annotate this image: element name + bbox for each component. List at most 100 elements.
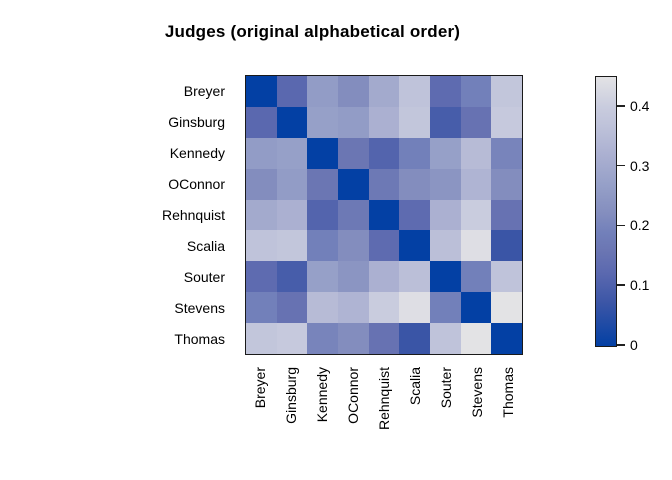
row-label: Scalia	[186, 238, 225, 255]
row-label: Souter	[183, 269, 225, 286]
heatmap-cell	[307, 199, 338, 231]
heatmap-cell	[307, 292, 338, 324]
row-label: OConnor	[168, 175, 225, 192]
colorbar-tick-label: 0.1	[630, 277, 650, 294]
heatmap-cell	[399, 261, 430, 293]
row-label: Thomas	[174, 331, 225, 348]
heatmap-cell	[399, 106, 430, 138]
heatmap-cell	[337, 323, 369, 354]
heatmap-cell	[460, 137, 492, 169]
heatmap-cell	[368, 261, 400, 293]
chart-title: Judges (original alphabetical order)	[164, 22, 461, 41]
heatmap-cell	[368, 168, 400, 200]
colorbar-tick-label: 0.2	[630, 217, 650, 234]
heatmap-cell	[399, 323, 430, 354]
heatmap-cell	[246, 199, 277, 231]
heatmap-cell	[307, 76, 338, 107]
column-label: Thomas	[499, 367, 516, 418]
heatmap-cell	[337, 261, 369, 293]
heatmap-cell	[429, 292, 461, 324]
heatmap-cell	[337, 199, 369, 231]
heatmap-cell	[399, 230, 430, 262]
heatmap-cell	[460, 261, 492, 293]
colorbar-tick-label: 0.4	[630, 97, 650, 114]
heatmap-cell	[246, 106, 277, 138]
heatmap-cell	[429, 137, 461, 169]
heatmap-cell	[429, 168, 461, 200]
heatmap-cell	[460, 106, 492, 138]
heatmap-cell	[276, 76, 308, 107]
heatmap-cell	[276, 199, 308, 231]
heatmap-cell	[368, 230, 400, 262]
heatmap-cell	[429, 230, 461, 262]
heatmap-cell	[491, 137, 522, 169]
heatmap-cell	[368, 137, 400, 169]
heatmap-cell	[337, 106, 369, 138]
heatmap-cell	[429, 76, 461, 107]
heatmap-cell	[491, 168, 522, 200]
heatmap-cell	[276, 292, 308, 324]
heatmap-cell	[246, 168, 277, 200]
heatmap-cell	[307, 106, 338, 138]
heatmap-cell	[276, 137, 308, 169]
colorbar-tick	[617, 105, 625, 107]
heatmap-cell	[307, 137, 338, 169]
heatmap-cell	[368, 323, 400, 354]
heatmap-cell	[429, 261, 461, 293]
heatmap-cell	[460, 199, 492, 231]
heatmap-cell	[399, 137, 430, 169]
row-label: Ginsburg	[168, 113, 225, 130]
colorbar-tick	[617, 344, 625, 346]
heatmap-cell	[276, 323, 308, 354]
heatmap-cell	[246, 261, 277, 293]
heatmap-cell	[246, 137, 277, 169]
heatmap-cell	[337, 168, 369, 200]
colorbar-tick-label: 0	[630, 337, 638, 353]
heatmap-cell	[399, 168, 430, 200]
colorbar-tick	[617, 164, 625, 167]
heatmap-cell	[276, 261, 308, 293]
heatmap-cell	[399, 199, 430, 231]
heatmap-cell	[246, 323, 277, 354]
heatmap-cell	[429, 106, 461, 138]
row-label: Kennedy	[169, 144, 225, 161]
heatmap-cell	[399, 292, 430, 324]
heatmap-cell	[337, 76, 369, 107]
row-labels: Breyer Ginsburg Kennedy OConnor Rehnquist Sca…	[0, 75, 225, 355]
heatmap-cell	[491, 230, 522, 262]
colorbar-tick	[617, 224, 625, 227]
colorbar-tick-label: 0.3	[630, 157, 650, 174]
heatmap-cell	[368, 106, 400, 138]
heatmap-cell	[307, 261, 338, 293]
heatmap-cell	[399, 76, 430, 107]
column-label: Souter	[437, 367, 454, 409]
heatmap-cell	[491, 261, 522, 293]
heatmap-cell	[307, 230, 338, 262]
row-label: Breyer	[183, 82, 225, 99]
heatmap-cell	[491, 323, 522, 354]
heatmap-cell	[460, 292, 492, 324]
heatmap-cell	[337, 137, 369, 169]
heatmap-cell	[246, 230, 277, 262]
column-label: Kennedy	[314, 367, 331, 423]
heatmap-cell	[337, 230, 369, 262]
heatmap-cell	[337, 292, 369, 324]
row-label: Stevens	[174, 300, 225, 317]
heatmap-cell	[276, 168, 308, 200]
heatmap-cell	[368, 199, 400, 231]
column-label: Scalia	[406, 367, 423, 406]
column-label: OConnor	[345, 367, 362, 424]
column-label: Breyer	[252, 367, 269, 409]
colorbar-tick	[617, 284, 625, 286]
column-label: Rehnquist	[376, 367, 392, 431]
column-label: Ginsburg	[283, 367, 300, 424]
heatmap-cell	[491, 106, 522, 138]
heatmap-cell	[491, 76, 522, 107]
heatmap-cell	[460, 323, 492, 354]
heatmap-cell	[460, 76, 492, 107]
heatmap-cell	[276, 106, 308, 138]
heatmap-cell	[246, 76, 277, 107]
heatmap-cell	[307, 323, 338, 354]
heatmap-cell	[276, 230, 308, 262]
heatmap-cell	[491, 199, 522, 231]
